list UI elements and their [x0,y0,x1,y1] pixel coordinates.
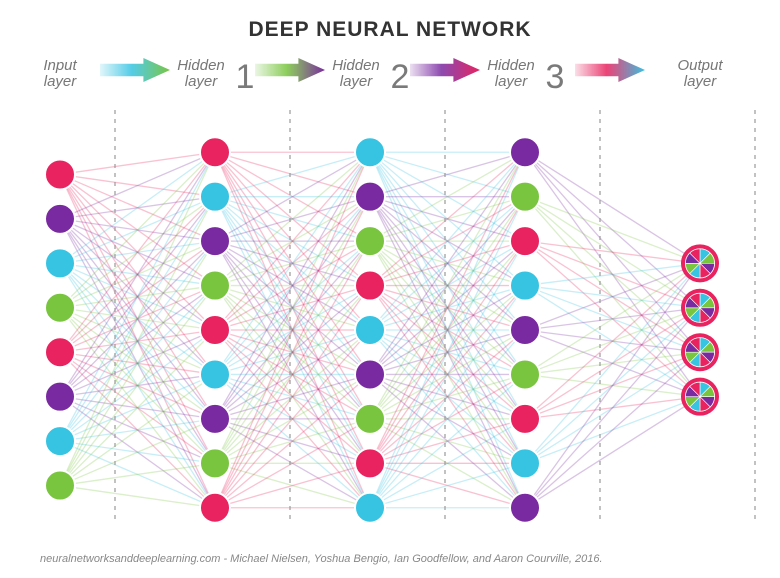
neuron-node [200,182,230,212]
edge [525,263,700,419]
neuron-node [510,404,540,434]
edge [525,263,700,285]
neuron-node [355,137,385,167]
neuron-node [200,404,230,434]
neuron-node [45,204,75,234]
edge [60,330,215,486]
neuron-node [510,226,540,256]
neuron-node [45,337,75,367]
edge [525,352,700,508]
neuron-node [45,382,75,412]
neuron-node [355,271,385,301]
edge [60,463,215,485]
neuron-node [355,359,385,389]
neuron-node [510,137,540,167]
edge [525,263,700,463]
edge [525,241,700,263]
neuron-node [200,226,230,256]
edge [525,197,700,264]
layer-number-hidden2: 2 [391,58,410,96]
neuron-node [200,315,230,345]
edge [525,263,700,374]
edge [525,152,700,263]
neuron-node [510,359,540,389]
edge [60,152,215,263]
edge [60,152,215,308]
layer-number-hidden1: 1 [236,58,255,96]
neuron-node [45,293,75,323]
neuron-node [510,315,540,345]
edge [60,152,215,219]
neuron-node [355,315,385,345]
neuron-node [45,159,75,189]
neuron-node [355,182,385,212]
edge [60,286,215,486]
edge [60,486,215,508]
layer-number-hidden3: 3 [546,58,565,96]
edge [60,197,215,486]
neuron-node [355,448,385,478]
edge [525,263,700,507]
edge [60,241,215,485]
neuron-node [510,182,540,212]
neuron-node [510,448,540,478]
credit-line: neuralnetworksanddeeplearning.com - Mich… [40,553,603,565]
neuron-node [510,271,540,301]
edge [60,152,215,485]
layer-label-output: Outputlayer [677,57,723,90]
edge [60,374,215,485]
edge [60,152,215,352]
edge [525,308,700,508]
neuron-node [355,226,385,256]
neuron-node [45,426,75,456]
layer-label-input: Inputlayer [43,57,77,90]
edge [60,152,215,441]
neuron-node [45,248,75,278]
neural-network-svg: DEEP NEURAL NETWORK Inputlayer Hiddenlayer… [0,0,780,578]
layer-arrow [255,58,325,82]
layer-label-hidden3: Hiddenlayer [487,57,535,90]
neuron-node [200,271,230,301]
neuron-node [200,359,230,389]
diagram-stage: DEEP NEURAL NETWORK Inputlayer Hiddenlayer… [0,0,780,578]
layer-arrow [410,58,480,82]
layer-label-hidden1: Hiddenlayer [177,57,225,90]
edge [60,152,215,174]
diagram-title: DEEP NEURAL NETWORK [248,18,531,41]
edge [60,419,215,486]
edge [525,397,700,508]
neuron-node [200,137,230,167]
layer-arrow [575,58,645,82]
neuron-node [355,493,385,523]
layer-label-hidden2: Hiddenlayer [332,57,380,90]
neuron-node [200,493,230,523]
neuron-node [510,493,540,523]
neuron-node [355,404,385,434]
layer-arrow [100,58,170,82]
neuron-node [200,448,230,478]
neuron-node [45,471,75,501]
edge [60,152,215,396]
